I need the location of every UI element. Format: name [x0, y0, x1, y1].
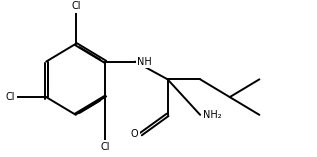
Text: O: O	[131, 129, 139, 139]
Text: Cl: Cl	[101, 141, 110, 152]
Text: Cl: Cl	[6, 92, 15, 102]
Text: NH: NH	[137, 57, 152, 67]
Text: Cl: Cl	[71, 1, 81, 11]
Text: NH₂: NH₂	[203, 110, 221, 120]
